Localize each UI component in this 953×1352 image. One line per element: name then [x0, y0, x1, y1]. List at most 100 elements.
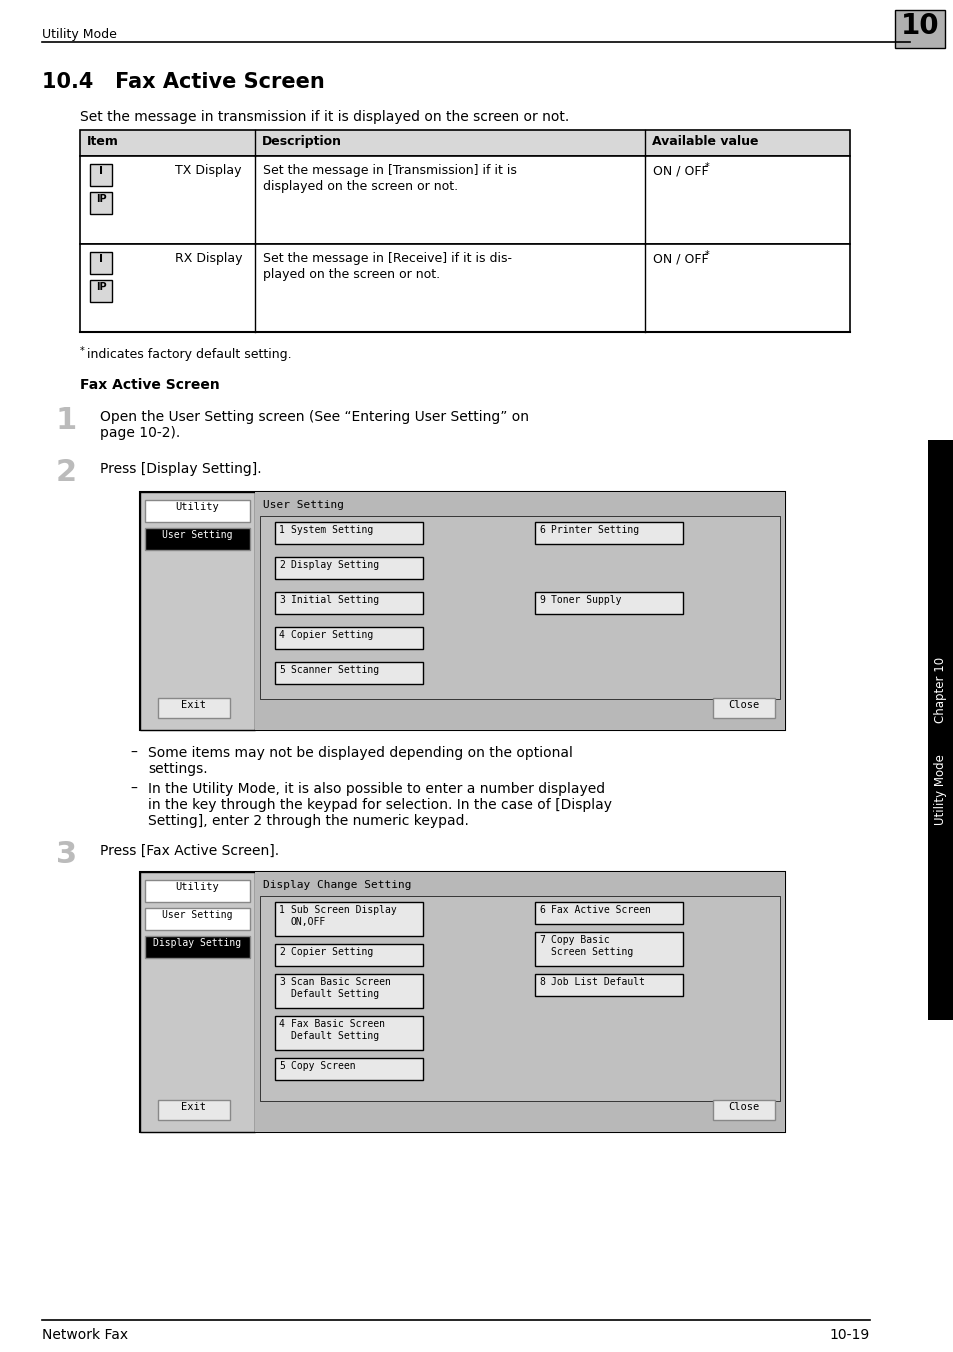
Text: Set the message in [Receive] if it is dis-: Set the message in [Receive] if it is di…	[263, 251, 512, 265]
Text: Set the message in [Transmission] if it is: Set the message in [Transmission] if it …	[263, 164, 517, 177]
Bar	[254, 872, 784, 1132]
Text: Item: Item	[87, 135, 119, 147]
Text: RX Display: RX Display	[174, 251, 242, 265]
Text: Display Setting: Display Setting	[152, 938, 241, 948]
Text: 6: 6	[538, 525, 544, 535]
Text: Close: Close	[727, 1102, 759, 1111]
Text: IP: IP	[95, 193, 106, 204]
Text: 1: 1	[278, 904, 285, 915]
Bar	[274, 973, 422, 1009]
Bar	[145, 909, 250, 930]
Text: 8: 8	[538, 977, 544, 987]
Text: Scanner Setting: Scanner Setting	[291, 665, 378, 675]
Text: played on the screen or not.: played on the screen or not.	[263, 268, 439, 281]
Text: indicates factory default setting.: indicates factory default setting.	[87, 347, 292, 361]
Bar	[535, 592, 682, 614]
Text: I: I	[99, 254, 103, 264]
Text: Description: Description	[262, 135, 341, 147]
Text: Fax Active Screen: Fax Active Screen	[551, 904, 650, 915]
Bar	[712, 698, 774, 718]
Bar	[535, 932, 682, 965]
Text: User Setting: User Setting	[263, 500, 344, 510]
Text: Exit: Exit	[181, 1102, 206, 1111]
Bar	[535, 902, 682, 923]
Text: 10-19: 10-19	[829, 1328, 869, 1343]
Bar	[140, 492, 784, 730]
Text: Some items may not be displayed depending on the optional: Some items may not be displayed dependin…	[148, 746, 572, 760]
Bar	[274, 522, 422, 544]
Text: User Setting: User Setting	[162, 530, 232, 539]
Bar	[927, 439, 953, 1019]
Text: *: *	[704, 250, 709, 260]
Text: Close: Close	[727, 700, 759, 710]
Text: Display Change Setting: Display Change Setting	[263, 880, 411, 890]
Bar	[90, 164, 112, 187]
Text: –: –	[130, 746, 136, 760]
Text: Setting], enter 2 through the numeric keypad.: Setting], enter 2 through the numeric ke…	[148, 814, 468, 827]
Text: 3: 3	[56, 840, 77, 869]
Bar	[140, 872, 784, 1132]
Text: Copier Setting: Copier Setting	[291, 630, 373, 639]
Bar	[260, 516, 780, 699]
Text: In the Utility Mode, it is also possible to enter a number displayed: In the Utility Mode, it is also possible…	[148, 781, 604, 796]
Text: Initial Setting: Initial Setting	[291, 595, 378, 604]
Text: 4: 4	[278, 630, 285, 639]
Text: 10: 10	[900, 12, 939, 41]
Text: Utility Mode: Utility Mode	[42, 28, 117, 41]
Bar	[274, 627, 422, 649]
Text: *: *	[704, 162, 709, 172]
Text: Copy Basic: Copy Basic	[551, 936, 609, 945]
Text: 1: 1	[56, 406, 77, 435]
Bar	[158, 698, 230, 718]
Text: TX Display: TX Display	[174, 164, 241, 177]
Bar	[274, 1059, 422, 1080]
Bar	[260, 896, 780, 1101]
Bar	[274, 592, 422, 614]
Text: I: I	[99, 166, 103, 176]
Bar	[145, 529, 250, 550]
Bar	[894, 9, 944, 49]
Bar	[145, 500, 250, 522]
Text: 1: 1	[278, 525, 285, 535]
Text: –: –	[130, 781, 136, 796]
Text: Utility: Utility	[175, 502, 218, 512]
Bar	[254, 492, 784, 730]
Text: ON / OFF: ON / OFF	[652, 251, 708, 265]
Bar	[80, 243, 849, 333]
Text: 10.4   Fax Active Screen: 10.4 Fax Active Screen	[42, 72, 324, 92]
Text: Exit: Exit	[181, 700, 206, 710]
Text: 7: 7	[538, 936, 544, 945]
Text: page 10-2).: page 10-2).	[100, 426, 180, 439]
Text: Utility: Utility	[175, 882, 218, 892]
Text: 3: 3	[278, 595, 285, 604]
Text: Fax Active Screen: Fax Active Screen	[80, 379, 219, 392]
Text: Sub Screen Display: Sub Screen Display	[291, 904, 396, 915]
Text: Press [Display Setting].: Press [Display Setting].	[100, 462, 261, 476]
Text: 9: 9	[538, 595, 544, 604]
Text: 5: 5	[278, 665, 285, 675]
Text: 2: 2	[278, 560, 285, 571]
Bar	[274, 557, 422, 579]
Bar	[145, 936, 250, 959]
Text: Display Setting: Display Setting	[291, 560, 378, 571]
Bar	[158, 1101, 230, 1119]
Text: Available value: Available value	[651, 135, 758, 147]
Text: Printer Setting: Printer Setting	[551, 525, 639, 535]
Text: settings.: settings.	[148, 763, 208, 776]
Bar	[274, 902, 422, 936]
Bar	[274, 944, 422, 965]
Text: 4: 4	[278, 1019, 285, 1029]
Text: Scan Basic Screen: Scan Basic Screen	[291, 977, 391, 987]
Bar	[140, 492, 254, 730]
Text: Utility Mode: Utility Mode	[934, 754, 946, 826]
Bar	[712, 1101, 774, 1119]
Text: 2: 2	[278, 946, 285, 957]
Text: 6: 6	[538, 904, 544, 915]
Text: Network Fax: Network Fax	[42, 1328, 128, 1343]
Text: Job List Default: Job List Default	[551, 977, 644, 987]
Text: Chapter 10: Chapter 10	[934, 657, 946, 723]
Text: in the key through the keypad for selection. In the case of [Display: in the key through the keypad for select…	[148, 798, 612, 813]
Bar	[80, 130, 849, 155]
Text: 3: 3	[278, 977, 285, 987]
Bar	[274, 662, 422, 684]
